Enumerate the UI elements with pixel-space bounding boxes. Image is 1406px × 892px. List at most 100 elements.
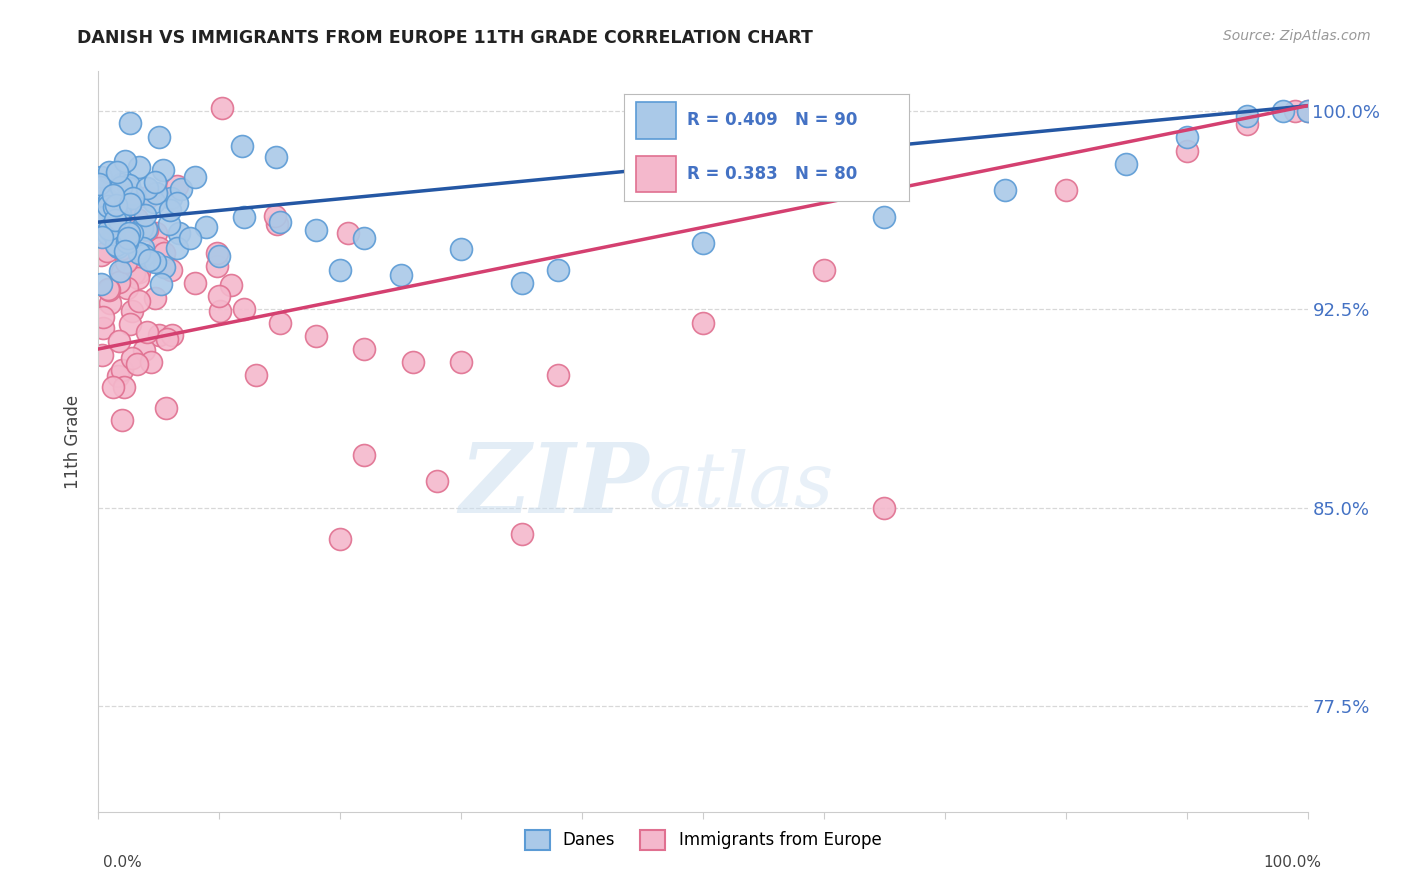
Point xyxy=(148,328,170,343)
Point xyxy=(127,270,149,285)
Point xyxy=(97,283,120,297)
Point xyxy=(156,332,179,346)
Point xyxy=(128,294,150,309)
Point xyxy=(135,223,157,237)
Point xyxy=(121,186,143,201)
Text: 0.0%: 0.0% xyxy=(103,855,142,870)
Point xyxy=(1175,130,1198,145)
Point xyxy=(121,304,143,318)
Point xyxy=(91,310,114,325)
Point xyxy=(110,179,132,194)
Point xyxy=(547,262,569,277)
Point xyxy=(160,328,183,343)
Point xyxy=(1284,103,1306,118)
Point xyxy=(103,225,125,239)
Point xyxy=(211,102,233,116)
Point xyxy=(110,206,132,220)
Text: 100.0%: 100.0% xyxy=(1264,855,1322,870)
Point xyxy=(160,262,183,277)
Point xyxy=(97,198,120,212)
Legend: Danes, Immigrants from Europe: Danes, Immigrants from Europe xyxy=(517,823,889,856)
Point xyxy=(100,216,122,230)
Point xyxy=(105,198,128,212)
Point xyxy=(121,351,143,365)
Point xyxy=(90,277,112,291)
Point xyxy=(266,217,288,231)
Point xyxy=(100,225,122,239)
Point xyxy=(138,190,160,204)
Point xyxy=(1296,103,1319,118)
Point xyxy=(160,191,183,205)
Point xyxy=(107,240,129,254)
Point xyxy=(510,527,533,541)
Point xyxy=(337,226,360,240)
Point xyxy=(143,195,166,210)
Point xyxy=(120,317,142,331)
Point xyxy=(97,282,120,296)
Point xyxy=(145,226,167,240)
Point xyxy=(166,195,188,210)
Point xyxy=(184,276,207,290)
Point xyxy=(153,260,176,274)
Point xyxy=(107,368,129,383)
Point xyxy=(266,150,288,164)
Point xyxy=(1236,117,1258,131)
Point xyxy=(450,242,472,256)
Point xyxy=(145,186,167,200)
Point xyxy=(122,266,145,280)
Point xyxy=(93,194,115,208)
Text: Source: ZipAtlas.com: Source: ZipAtlas.com xyxy=(1223,29,1371,43)
Point xyxy=(114,244,136,259)
Point xyxy=(389,268,412,282)
Point xyxy=(159,203,181,218)
Point xyxy=(167,226,190,240)
Point xyxy=(1296,103,1319,118)
Point xyxy=(103,188,125,202)
Point xyxy=(111,265,134,279)
Point xyxy=(232,210,254,224)
Point xyxy=(269,215,291,229)
Point xyxy=(208,250,231,264)
Point xyxy=(143,291,166,305)
Point xyxy=(873,500,896,515)
Point xyxy=(1115,157,1137,171)
Point xyxy=(118,116,141,130)
Point xyxy=(1175,144,1198,158)
Point xyxy=(813,262,835,277)
Point xyxy=(128,265,150,279)
Point xyxy=(118,221,141,235)
Point xyxy=(98,164,121,178)
Point xyxy=(426,474,449,488)
Point xyxy=(547,368,569,383)
Point xyxy=(96,244,118,258)
Point xyxy=(98,295,121,310)
Point xyxy=(107,275,129,289)
Point xyxy=(148,130,170,145)
Point xyxy=(208,303,231,318)
Point xyxy=(994,183,1017,197)
Point xyxy=(112,380,135,394)
Point xyxy=(232,302,254,317)
Point xyxy=(117,235,139,249)
Y-axis label: 11th Grade: 11th Grade xyxy=(65,394,83,489)
Point xyxy=(107,211,129,225)
Point xyxy=(100,210,122,224)
Point xyxy=(1236,109,1258,123)
Point xyxy=(510,276,533,290)
Point xyxy=(97,227,120,241)
Point xyxy=(103,227,125,241)
Point xyxy=(134,208,156,222)
Point xyxy=(169,182,191,196)
Point xyxy=(152,163,174,178)
Point xyxy=(157,217,180,231)
Point xyxy=(305,328,328,343)
Point xyxy=(450,355,472,369)
Point xyxy=(112,226,135,240)
Point xyxy=(105,238,128,252)
Point xyxy=(329,262,352,277)
Point xyxy=(90,248,112,262)
Point xyxy=(89,177,111,191)
Point xyxy=(104,213,127,227)
Point xyxy=(135,181,157,195)
Point xyxy=(108,209,131,223)
